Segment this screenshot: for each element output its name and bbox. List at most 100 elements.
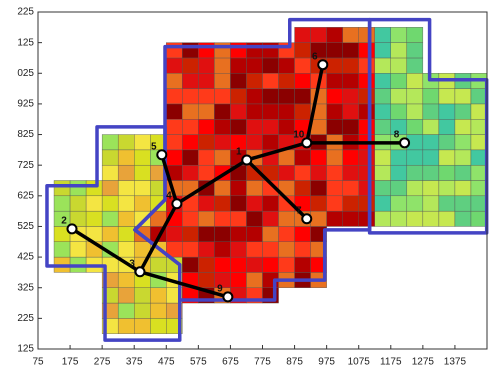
edge [160, 153, 179, 206]
cell [422, 134, 440, 151]
cell [198, 73, 215, 89]
cell [390, 27, 408, 43]
cell [470, 164, 488, 181]
cell [214, 88, 231, 105]
cell [358, 88, 375, 105]
cell [294, 57, 311, 74]
cell [422, 149, 440, 166]
cell [214, 256, 231, 273]
cell [406, 180, 424, 197]
cell [134, 180, 151, 197]
cell [214, 119, 231, 135]
cell [278, 256, 295, 273]
cell [390, 57, 408, 74]
cell [310, 195, 327, 212]
y-tick-label: 625 [17, 190, 34, 201]
node-label: 10 [293, 129, 305, 140]
cell [134, 134, 151, 151]
cell [342, 57, 359, 74]
cell [422, 180, 440, 197]
cell [182, 164, 199, 181]
cell [166, 73, 183, 89]
cell [230, 210, 247, 227]
cell [374, 210, 391, 227]
cell [150, 256, 167, 273]
x-tick-label: 1075 [348, 357, 371, 368]
cell [422, 210, 440, 227]
cell [166, 226, 183, 242]
node [156, 149, 168, 161]
cell [358, 27, 375, 43]
cell [214, 73, 231, 89]
cell [374, 119, 391, 135]
region-outline [133, 17, 372, 302]
cell [214, 180, 231, 197]
cell [246, 272, 263, 288]
x-tick-label: 375 [126, 357, 143, 368]
cell [342, 164, 359, 181]
cell [406, 164, 424, 181]
cell [230, 103, 247, 120]
cell [117, 164, 135, 181]
x-tick-label: 575 [190, 357, 207, 368]
cell [246, 134, 263, 151]
cell [230, 73, 247, 89]
cell [294, 73, 311, 89]
cell [85, 195, 103, 212]
cell [358, 73, 375, 89]
cell [326, 103, 343, 120]
node-label: 7 [296, 205, 302, 216]
cell [246, 226, 263, 242]
cell [117, 272, 135, 288]
cell [134, 287, 151, 304]
cell [294, 42, 311, 59]
cell [182, 256, 199, 273]
cell [406, 73, 424, 89]
cell [342, 210, 359, 227]
cell [358, 103, 375, 120]
cell [438, 195, 456, 212]
cell [182, 103, 199, 120]
cell [101, 134, 119, 151]
cell [358, 57, 375, 74]
cell [406, 42, 424, 59]
cell [246, 256, 263, 273]
cell [214, 134, 231, 151]
cell [182, 226, 199, 242]
cell [214, 103, 231, 120]
cell [262, 119, 279, 135]
cell [150, 302, 167, 319]
edge [245, 158, 309, 221]
cell [342, 195, 359, 212]
cell [198, 88, 215, 105]
node [222, 291, 234, 303]
cell [326, 119, 343, 135]
cell [134, 318, 151, 334]
cell [262, 226, 279, 242]
cell [326, 42, 343, 59]
cell [101, 226, 119, 242]
cell [69, 241, 87, 258]
cell [246, 210, 263, 227]
node-label: 8 [394, 129, 400, 140]
cell [166, 103, 183, 120]
cell [326, 210, 343, 227]
cell [310, 180, 327, 197]
x-tick-label: 275 [94, 357, 111, 368]
cell [406, 57, 424, 74]
edge [138, 202, 179, 274]
cell [262, 88, 279, 105]
x-tick-label: 775 [254, 357, 271, 368]
edge [245, 141, 309, 162]
cell [262, 241, 279, 258]
cell [53, 180, 71, 197]
cell [294, 164, 311, 181]
cell [390, 149, 408, 166]
cell [198, 195, 215, 212]
cell [326, 73, 343, 89]
cell [198, 210, 215, 227]
cell [134, 195, 151, 212]
cell [342, 119, 359, 135]
cell [214, 210, 231, 227]
cell [117, 149, 135, 166]
